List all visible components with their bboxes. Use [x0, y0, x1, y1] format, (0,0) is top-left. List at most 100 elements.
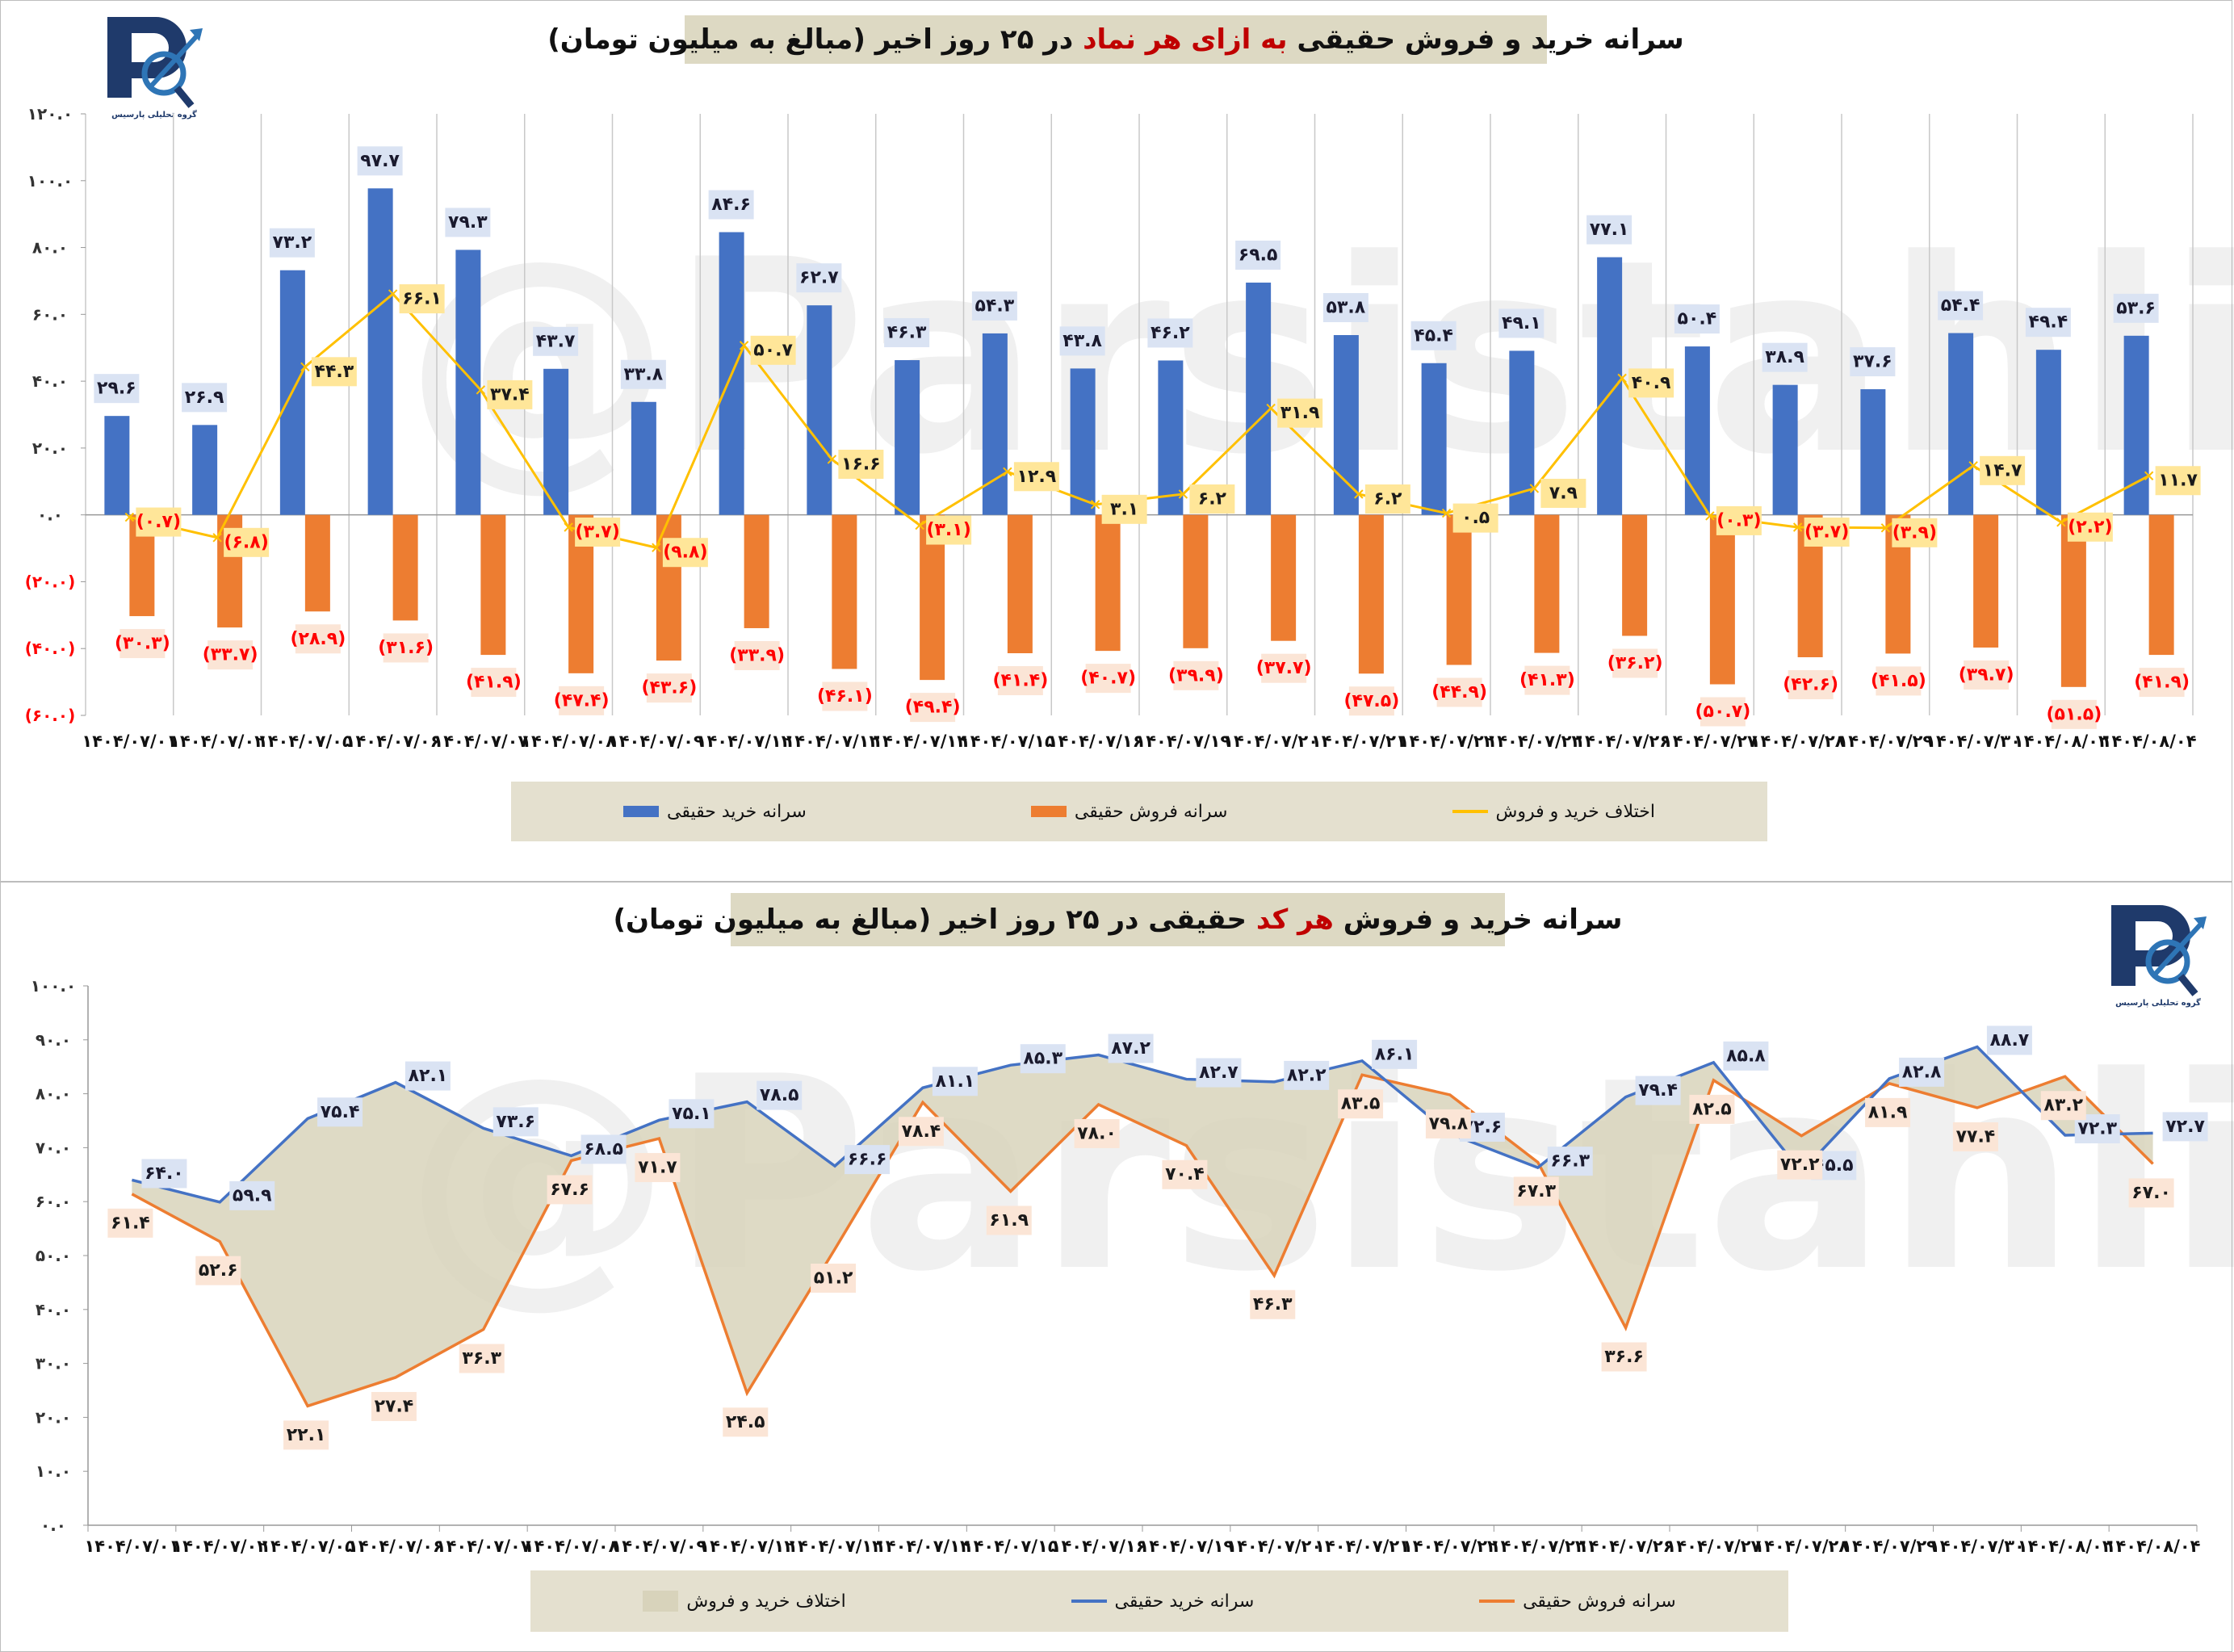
x-tick-label: ۱۴۰۴/۰۷/۲۷	[1666, 1537, 1761, 1556]
diff-data-label: (۰.۳)	[1716, 510, 1761, 530]
sell-data-label: ۶۷.۳	[1516, 1181, 1556, 1201]
x-tick-label: ۱۴۰۴/۰۷/۰۶	[346, 732, 441, 751]
chart2-legend: اختلاف خرید و فروش سرانه خرید حقیقی سران…	[530, 1570, 1788, 1632]
diff-point-marker	[2144, 471, 2154, 480]
diff-point-marker	[1617, 373, 1627, 384]
diff-point-marker	[2056, 518, 2066, 527]
buy-data-label: ۷۳.۶	[496, 1112, 535, 1132]
diff-point-marker	[827, 455, 837, 464]
x-tick-label: ۱۴۰۴/۰۷/۲۹	[1838, 732, 1933, 751]
diff-point-marker	[388, 289, 398, 299]
sell-data-label-bg	[898, 1117, 944, 1147]
buy-data-label-bg	[757, 1080, 803, 1110]
legend-label: اختلاف خرید و فروش	[686, 1591, 846, 1612]
y-tick-label: ۸۰.۰	[32, 238, 68, 258]
buy-data-label-bg	[1762, 342, 1808, 372]
y-tick-label: ۳۰.۰	[36, 1354, 71, 1373]
buy-data-label: ۸۲.۷	[1199, 1063, 1239, 1083]
sell-data-label: ۶۷.۰	[2131, 1183, 2171, 1203]
buy-bar	[631, 401, 656, 515]
diff-data-label-bg	[1277, 398, 1323, 428]
buy-data-label: ۳۸.۹	[1765, 347, 1804, 367]
sell-data-label-bg	[1777, 1150, 1823, 1180]
title-highlight: هر کد	[1255, 904, 1334, 936]
buy-data-label-bg	[669, 1099, 715, 1129]
legend-swatch	[1479, 1600, 1515, 1603]
y-tick-label: ۲۰.۰	[32, 438, 68, 458]
sell-data-label-bg	[2040, 1091, 2086, 1121]
buy-data-label: ۶۲.۷	[799, 268, 839, 288]
sell-bar	[304, 514, 330, 612]
parsis-logo: گروه تحلیلی پارسیس	[2105, 904, 2211, 1008]
buy-data-label-bg	[269, 228, 315, 258]
diff-point-marker	[1880, 523, 1891, 533]
buy-data-label: ۷۲.۷	[2165, 1117, 2205, 1137]
sell-bar	[1358, 514, 1384, 674]
diff-data-label: ۶.۲	[1198, 489, 1227, 509]
sell-data-label: ۵۲.۶	[199, 1260, 238, 1281]
buy-data-label: ۵۴.۴	[1941, 296, 1980, 316]
sell-data-label: (۴۱.۵)	[1871, 671, 1926, 691]
sell-bar	[744, 514, 769, 628]
legend-item-buy: سرانه خرید حقیقی	[1071, 1591, 1255, 1612]
diff-data-label: ۳.۱	[1110, 499, 1138, 519]
diff-data-label-bg	[838, 449, 884, 479]
sell-bar	[2060, 514, 2086, 687]
x-tick-label: ۱۴۰۴/۰۷/۱۲	[697, 732, 792, 751]
sell-data-label-bg	[910, 693, 956, 723]
diff-data-label-bg	[750, 335, 796, 365]
diff-data-label: ۰.۵	[1461, 508, 1490, 528]
x-tick-label: ۱۴۰۴/۰۷/۰۲	[170, 732, 265, 751]
sell-bar	[1095, 514, 1121, 652]
x-tick-label: ۱۴۰۴/۰۷/۲۷	[1662, 732, 1758, 751]
buy-data-label-bg	[1147, 318, 1193, 348]
sell-data-label-bg	[635, 1153, 681, 1183]
sell-data-label: ۸۲.۵	[1692, 1099, 1732, 1119]
diff-data-label: ۷.۹	[1549, 483, 1578, 503]
buy-data-label-bg	[884, 318, 930, 348]
title-part: سرانه خرید و فروش	[1343, 904, 1623, 936]
sell-data-label: ۲۲.۱	[287, 1425, 326, 1445]
diff-point-marker	[1705, 511, 1715, 521]
y-tick-label: ۱۲۰.۰	[27, 104, 73, 124]
legend-swatch	[1030, 806, 1067, 817]
diff-data-label: (۲.۲)	[2068, 517, 2112, 537]
y-tick-label: ۵۰.۰	[36, 1246, 71, 1265]
legend-swatch	[1452, 810, 1488, 813]
buy-bar	[367, 188, 393, 515]
buy-data-label: ۶۶.۶	[848, 1150, 887, 1170]
sell-data-label-bg	[1338, 1089, 1384, 1119]
x-tick-label: ۱۴۰۴/۰۸/۰۳	[2014, 732, 2109, 751]
sell-data-label-bg	[1513, 1176, 1559, 1206]
sell-bar	[832, 514, 857, 669]
buy-data-label-bg	[796, 263, 842, 293]
buy-data-label: ۲۹.۶	[97, 379, 136, 399]
x-tick-label: ۱۴۰۴/۰۷/۱۹	[1138, 1537, 1234, 1556]
diff-data-label-bg	[1540, 478, 1586, 508]
buy-data-label-bg	[1547, 1147, 1593, 1176]
buy-data-label-bg	[94, 374, 140, 404]
sell-data-label-bg	[997, 666, 1043, 696]
sell-data-label: ۷۹.۸	[1429, 1113, 1469, 1134]
buy-data-label: ۸۲.۸	[1902, 1062, 1942, 1082]
x-tick-label: ۱۴۰۴/۰۷/۱۴	[872, 732, 967, 751]
sell-data-label-bg	[1601, 1342, 1647, 1372]
buy-data-label: ۴۵.۴	[1414, 325, 1453, 346]
diff-data-label-bg	[311, 357, 357, 387]
legend-label: سرانه خرید حقیقی	[1114, 1591, 1255, 1612]
sell-data-label: (۴۷.۴)	[554, 690, 610, 711]
sell-data-label: (۴۳.۶)	[642, 678, 698, 698]
buy-data-label-bg	[533, 326, 579, 356]
sell-bar	[1973, 514, 1999, 648]
sell-bar	[2148, 514, 2174, 656]
x-tick-label: ۱۴۰۴/۰۷/۲۹	[1842, 1537, 1937, 1556]
sell-data-label-bg	[822, 681, 868, 711]
buy-bar	[1333, 334, 1359, 515]
title-highlight: به ازای هر نماد	[1083, 23, 1288, 56]
x-tick-label: ۱۴۰۴/۰۷/۱۳	[787, 1537, 882, 1556]
buy-bar	[1509, 350, 1535, 515]
sell-data-label: ۶۱.۴	[111, 1213, 150, 1233]
buy-data-label: ۸۷.۲	[1111, 1038, 1151, 1059]
x-tick-label: ۱۴۰۴/۰۷/۲۸	[1750, 732, 1846, 751]
x-tick-label: ۱۴۰۴/۰۷/۱۲	[699, 1537, 794, 1556]
